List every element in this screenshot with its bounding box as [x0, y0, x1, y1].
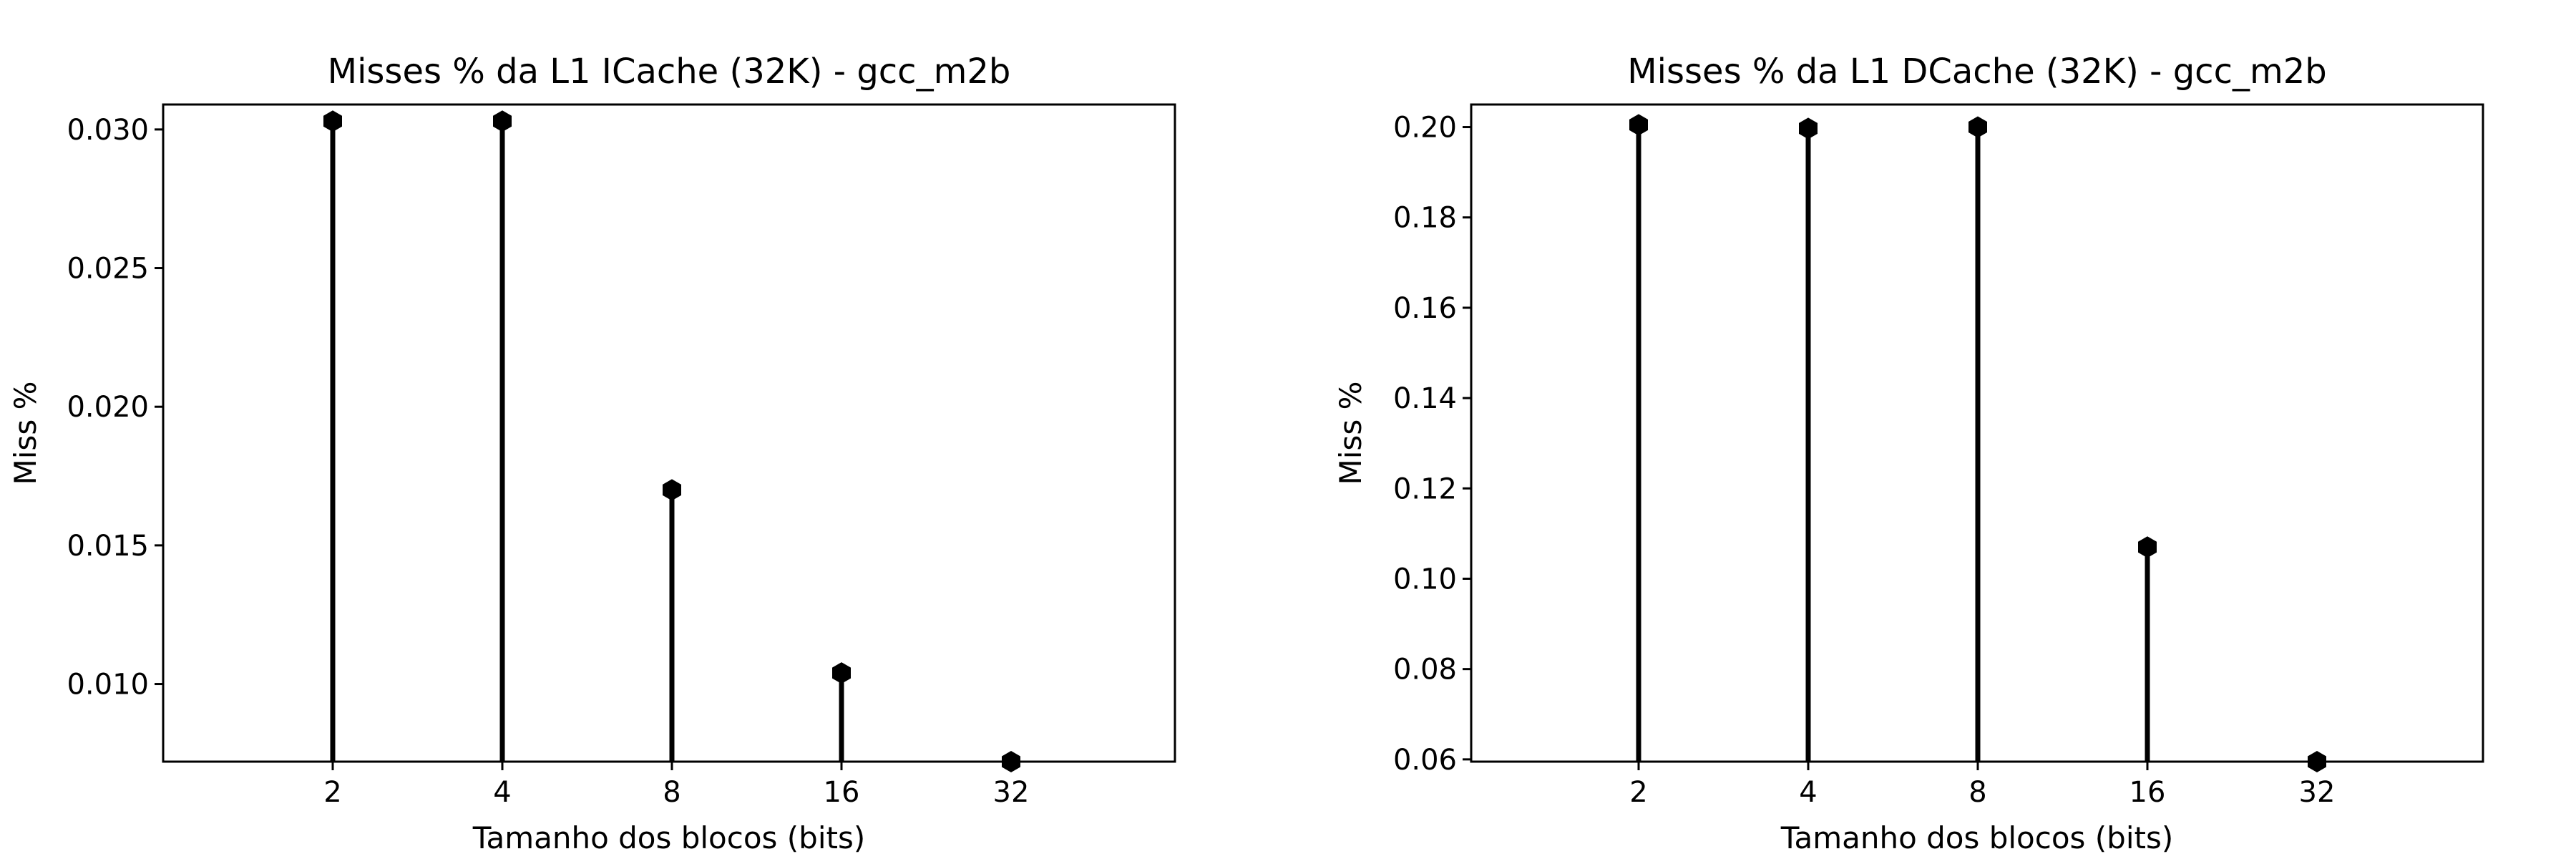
- y-tick-label: 0.12: [1393, 472, 1457, 505]
- dcache-chart: Misses % da L1 DCache (32K) - gcc_m2b Ta…: [1333, 52, 2484, 855]
- chart-title: Misses % da L1 ICache (32K) - gcc_m2b: [328, 52, 1011, 92]
- x-tick-label: 8: [663, 776, 680, 809]
- x-axis-label: Tamanho dos blocos (bits): [1780, 820, 2173, 855]
- y-ticks-group: 0.06 0.08 0.10 0.12 0.14 0.16 0.18 0.20: [1393, 112, 1471, 777]
- y-tick-label: 0.14: [1393, 382, 1457, 415]
- y-tick-label: 0.020: [67, 391, 149, 424]
- x-tick-label: 2: [1629, 776, 1647, 809]
- stem-marker: [1799, 117, 1818, 140]
- stems-group: [1629, 114, 2326, 772]
- x-tick-label: 8: [1968, 776, 1986, 809]
- stems-group: [323, 110, 1020, 772]
- y-tick-label: 0.18: [1393, 202, 1457, 235]
- x-tick-label: 16: [2129, 776, 2166, 809]
- y-tick-label: 0.010: [67, 669, 149, 702]
- y-tick-label: 0.20: [1393, 112, 1457, 145]
- icache-chart: Misses % da L1 ICache (32K) - gcc_m2b Ta…: [8, 52, 1176, 855]
- y-axis-label: Miss %: [8, 382, 43, 485]
- stem-marker: [323, 110, 342, 132]
- stem-marker: [1629, 114, 1648, 136]
- y-tick-label: 0.015: [67, 530, 149, 563]
- x-tick-label: 16: [824, 776, 860, 809]
- y-tick-label: 0.025: [67, 253, 149, 286]
- x-ticks-group: 2 4 8 16 32: [323, 762, 1029, 809]
- chart-title: Misses % da L1 DCache (32K) - gcc_m2b: [1627, 52, 2326, 92]
- plot-frame: [1470, 103, 2484, 763]
- y-ticks-group: 0.010 0.015 0.020 0.025 0.030: [67, 114, 163, 702]
- stem-marker: [2138, 536, 2157, 558]
- y-tick-label: 0.030: [67, 114, 149, 147]
- x-tick-label: 4: [493, 776, 511, 809]
- stem-marker: [493, 110, 512, 132]
- x-tick-label: 32: [993, 776, 1030, 809]
- x-tick-label: 2: [323, 776, 341, 809]
- x-ticks-group: 2 4 8 16 32: [1629, 762, 2335, 809]
- y-axis-label: Miss %: [1333, 382, 1368, 485]
- x-axis-label: Tamanho dos blocos (bits): [472, 820, 865, 855]
- y-tick-label: 0.08: [1393, 654, 1457, 686]
- stem-marker: [832, 662, 851, 684]
- x-tick-label: 32: [2299, 776, 2336, 809]
- stem-marker: [663, 479, 681, 501]
- y-tick-label: 0.16: [1393, 292, 1457, 325]
- stem-marker: [1968, 116, 1987, 138]
- plot-frame: [162, 103, 1176, 763]
- y-tick-label: 0.06: [1393, 744, 1457, 777]
- y-tick-label: 0.10: [1393, 563, 1457, 596]
- x-tick-label: 4: [1799, 776, 1817, 809]
